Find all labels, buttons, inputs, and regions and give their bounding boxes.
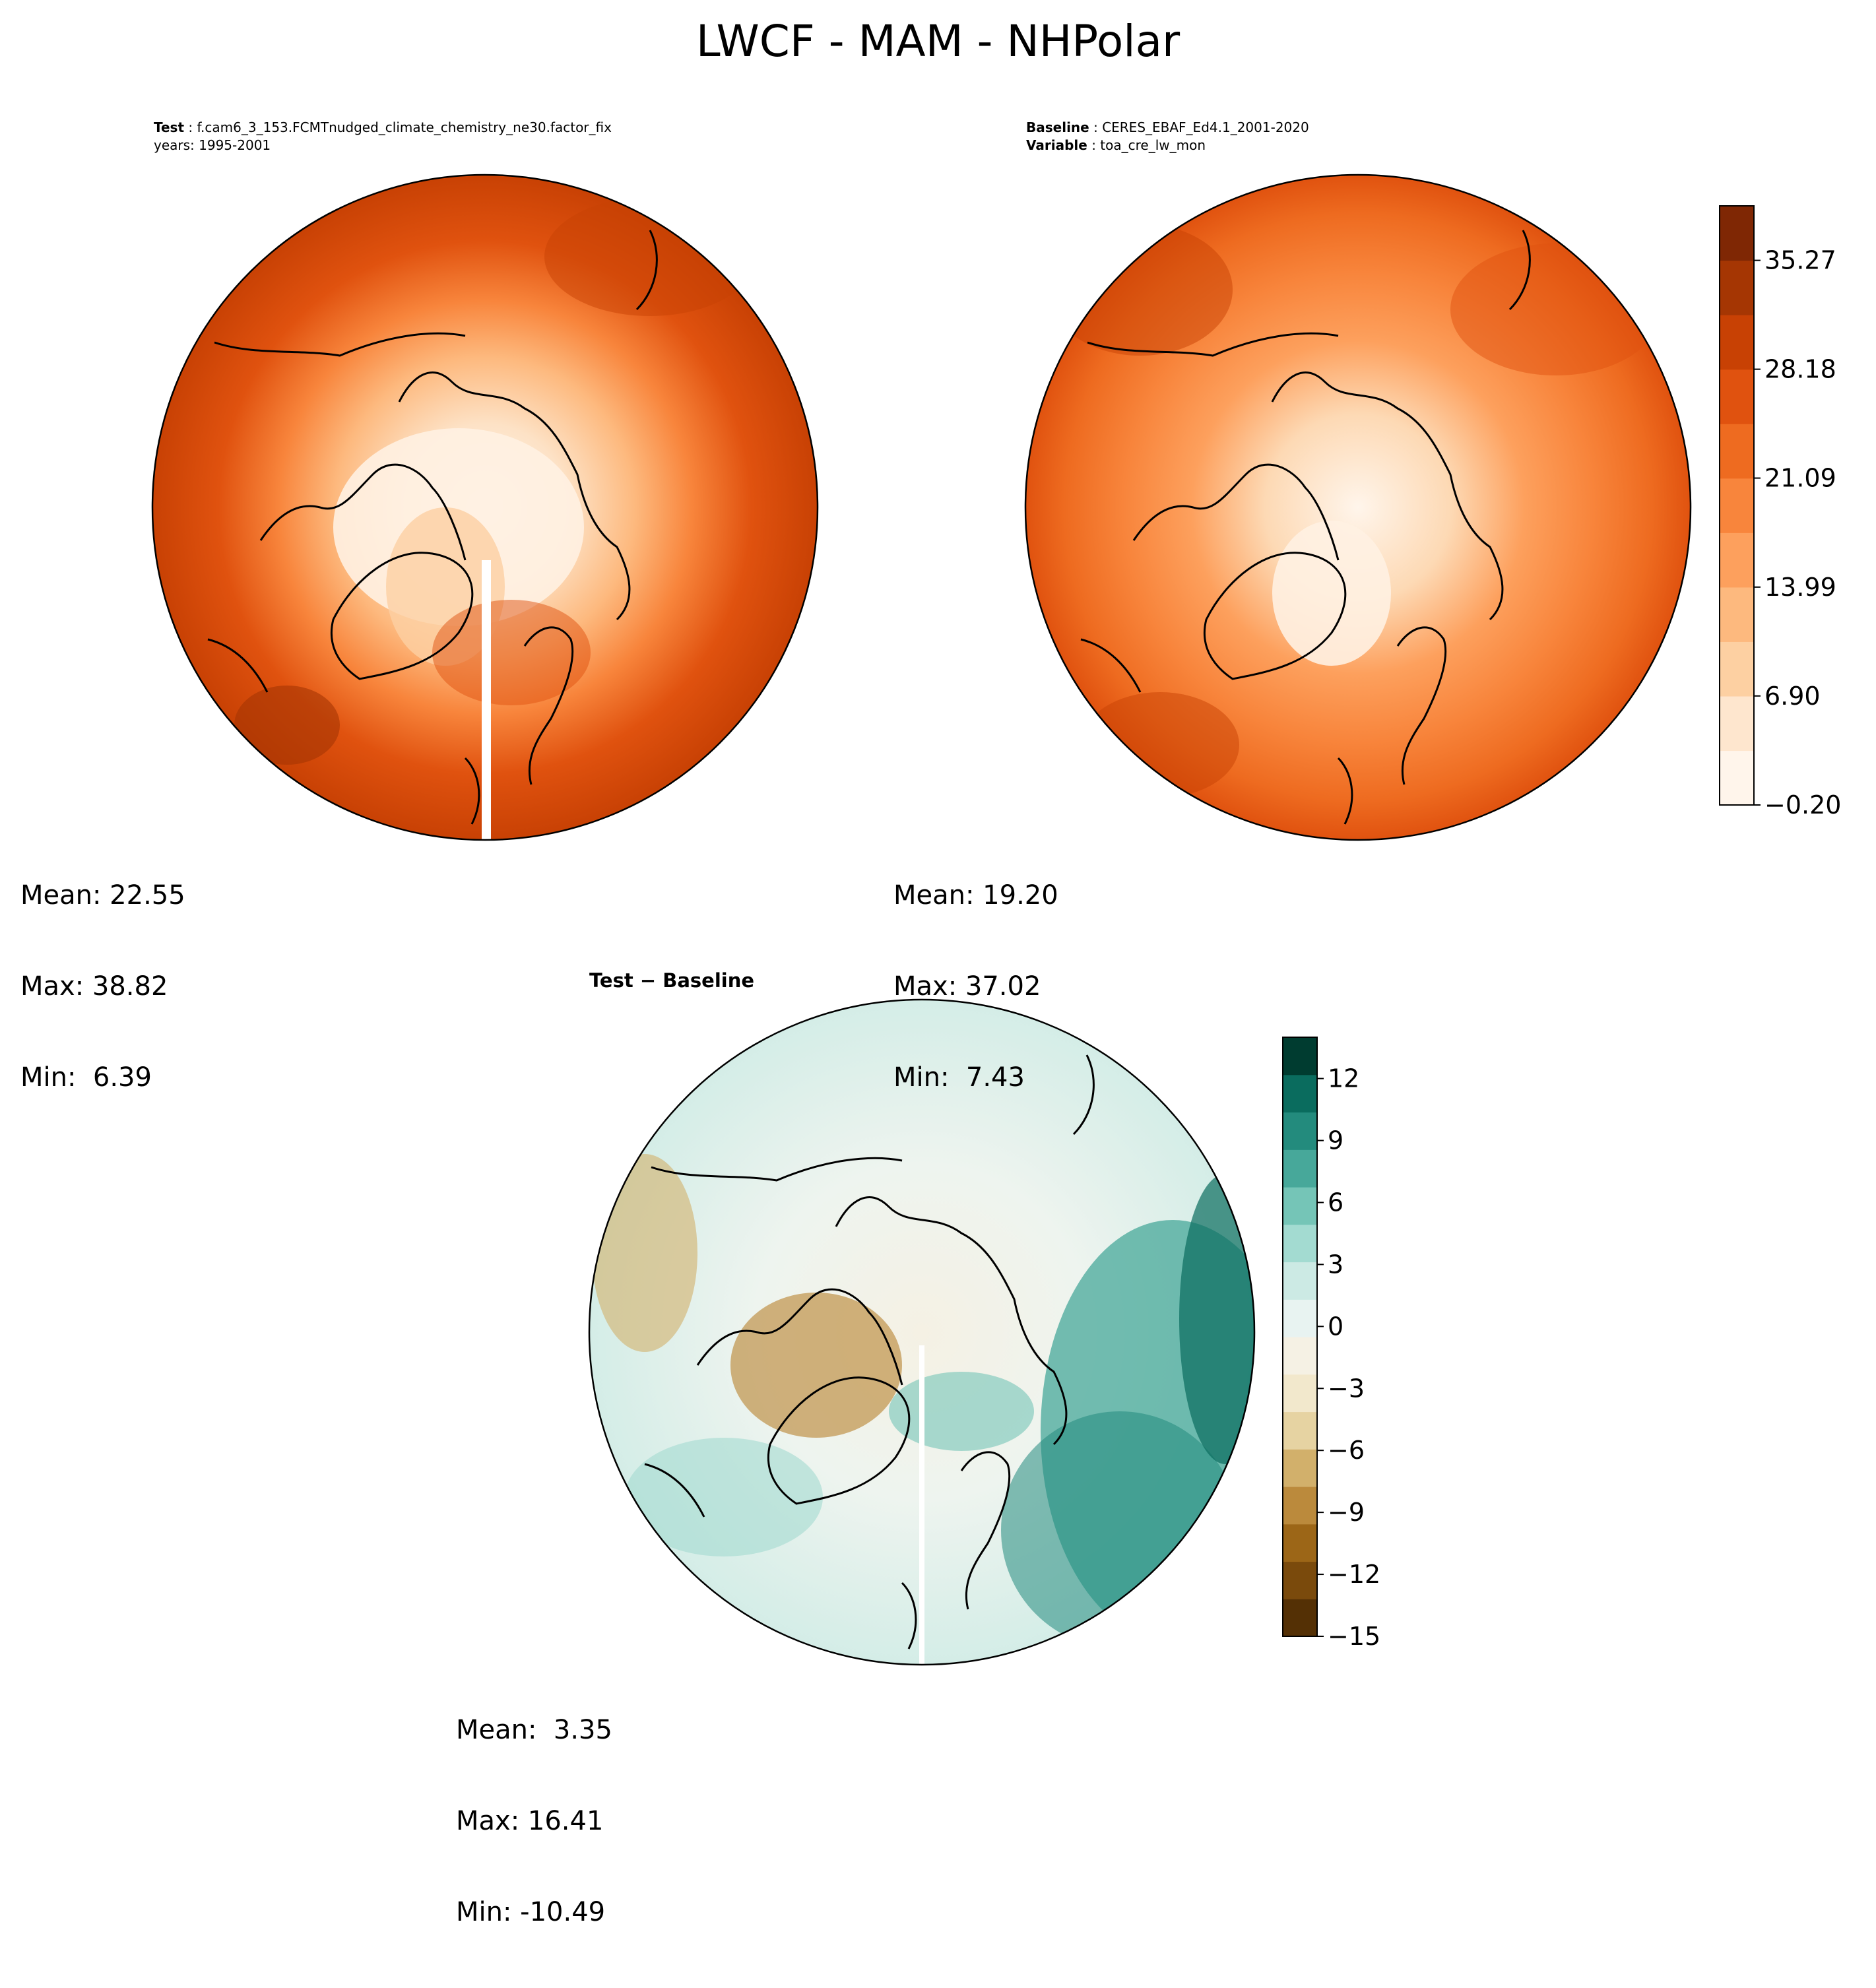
main-colorbar-segment [1720, 369, 1754, 424]
figure: LWCF - MAM - NHPolar Test : f.cam6_3_153… [20, 16, 1841, 1928]
diff-colorbar-tick-label: 9 [1328, 1126, 1343, 1155]
main-colorbar-frame [1719, 205, 1755, 806]
main-colorbar-tick-label: −0.20 [1764, 790, 1841, 818]
diff-colorbar-segment [1283, 1074, 1317, 1113]
main-colorbar-segment [1720, 587, 1754, 642]
diff-colorbar-tick-label: 6 [1328, 1188, 1343, 1217]
baseline-variable-line: Variable : toa_cre_lw_mon [1026, 137, 1206, 153]
diff-colorbar-tick-label: −6 [1328, 1436, 1365, 1465]
main-colorbar-segment [1720, 641, 1754, 697]
baseline-stats: Mean: 19.20 Max: 37.02 Min: 7.43 [893, 880, 1058, 1093]
diff-colorbar-segment [1283, 1411, 1317, 1450]
main-colorbar-tick-label: 13.99 [1764, 573, 1836, 602]
main-colorbar-segment [1720, 532, 1754, 588]
diff-panel-title: Test − Baseline [589, 969, 755, 992]
main-colorbar-tick-label: 21.09 [1764, 464, 1836, 493]
main-colorbar-segment [1720, 750, 1754, 806]
diff-colorbar-segment [1283, 1487, 1317, 1525]
main-colorbar-segment [1720, 260, 1754, 315]
diff-colorbar-segment [1283, 1112, 1317, 1150]
baseline-map [1024, 174, 1692, 841]
diff-colorbar-tick-label: −9 [1328, 1498, 1365, 1527]
diff-colorbar-segment [1283, 1224, 1317, 1263]
diff-stats: Mean: 3.35 Max: 16.41 Min: -10.49 [456, 1715, 612, 1927]
figure-title: LWCF - MAM - NHPolar [695, 16, 1181, 67]
baseline-case-line: Baseline : CERES_EBAF_Ed4.1_2001-2020 [1026, 119, 1309, 135]
diff-colorbar-segment [1283, 1187, 1317, 1225]
diff-colorbar-tick-label: −15 [1328, 1622, 1380, 1650]
diff-colorbar-segment [1283, 1262, 1317, 1300]
test-map [151, 174, 819, 841]
main-colorbar-segment [1720, 478, 1754, 533]
main-colorbar-segment [1720, 206, 1754, 261]
diff-colorbar-tick-label: −3 [1328, 1374, 1365, 1403]
main-colorbar-segment [1720, 695, 1754, 752]
diff-colorbar-segment [1283, 1523, 1317, 1562]
diff-colorbar-segment [1283, 1599, 1317, 1637]
diff-colorbar-tick-label: 12 [1328, 1064, 1359, 1093]
main-colorbar-segment [1720, 315, 1754, 370]
diff-colorbar-segment [1283, 1337, 1317, 1375]
diff-colorbar-tick-label: 0 [1328, 1312, 1343, 1341]
diff-colorbar-segment [1283, 1299, 1317, 1337]
diff-colorbar-frame [1282, 1037, 1318, 1637]
main-colorbar: −0.20 6.90 13.99 21.09 28.18 35.27 [1719, 205, 1841, 818]
main-colorbar-tick-label: 6.90 [1764, 682, 1821, 711]
diff-colorbar-segment [1283, 1037, 1317, 1075]
diff-map [588, 998, 1256, 1666]
diff-colorbar-tick-label: −12 [1328, 1560, 1380, 1589]
test-stats: Mean: 22.55 Max: 38.82 Min: 6.39 [20, 880, 185, 1093]
diff-colorbar-segment [1283, 1561, 1317, 1599]
main-colorbar-tick-label: 35.27 [1764, 246, 1836, 275]
main-colorbar-tick-label: 28.18 [1764, 355, 1836, 384]
diff-colorbar-segment [1283, 1374, 1317, 1413]
main-colorbar-segment [1720, 424, 1754, 479]
diff-colorbar-segment [1283, 1149, 1317, 1188]
test-case-line: Test : f.cam6_3_153.FCMTnudged_climate_c… [154, 119, 612, 135]
diff-colorbar-tick-label: 3 [1328, 1250, 1343, 1279]
test-years-line: years: 1995-2001 [154, 137, 271, 153]
diff-colorbar: 12 9 6 3 0 −3 −6 −9 −12 −15 [1282, 1037, 1380, 1650]
diff-colorbar-segment [1283, 1449, 1317, 1487]
